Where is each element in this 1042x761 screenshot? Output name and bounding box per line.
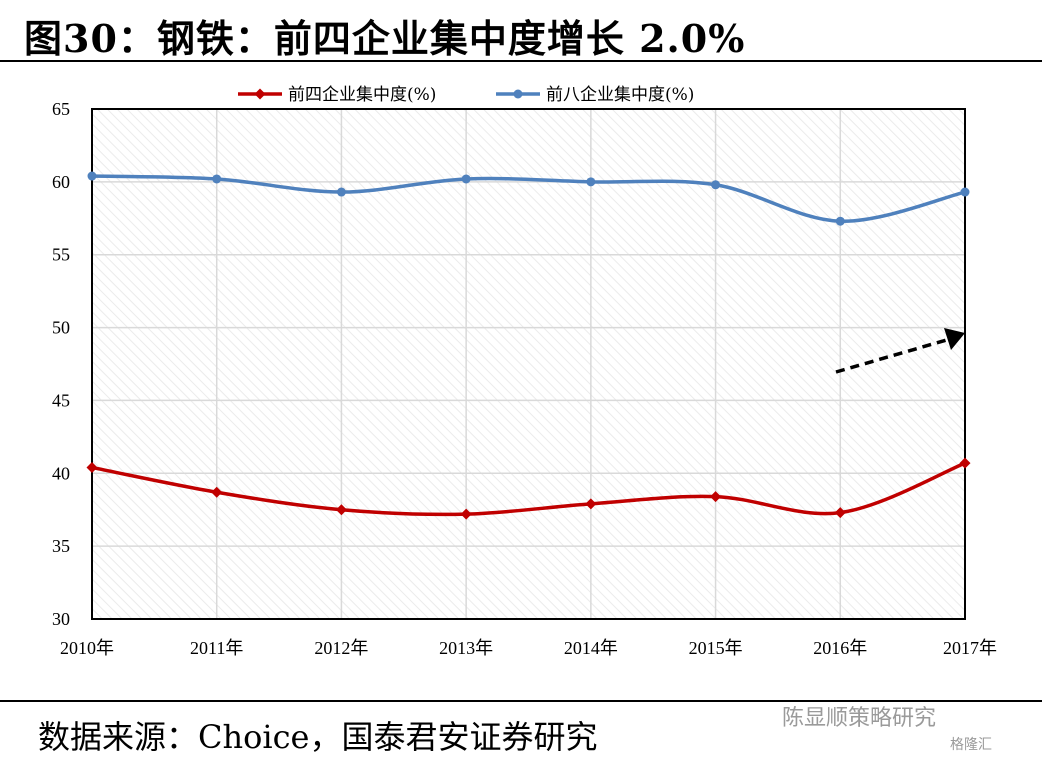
legend-marker-0 xyxy=(254,88,266,100)
trend-arrow-annotation xyxy=(835,328,965,374)
y-tick-label: 30 xyxy=(52,609,70,629)
series-line-0 xyxy=(91,461,966,517)
gridlines xyxy=(91,108,966,620)
series-1-point xyxy=(586,177,596,187)
x-tick-label: 2015年 xyxy=(689,638,743,658)
series-1-point xyxy=(212,174,222,184)
series-1-point xyxy=(835,216,845,226)
y-tick-label: 60 xyxy=(52,172,70,192)
x-tick-label: 2011年 xyxy=(190,638,243,658)
series-1-point xyxy=(87,171,97,181)
y-tick-label: 55 xyxy=(52,245,70,265)
series-0-point xyxy=(710,491,722,503)
legend-label-1: 前八企业集中度(%) xyxy=(546,85,694,105)
series-1-point xyxy=(336,187,346,197)
series-0-point xyxy=(211,486,223,498)
legend: 前四企业集中度(%) 前八企业集中度(%) xyxy=(238,85,694,105)
watermark: 陈显顺策略研究 xyxy=(782,706,937,731)
plot-border xyxy=(91,108,966,620)
series-0-point xyxy=(460,508,472,520)
y-tick-label: 35 xyxy=(52,536,70,556)
x-tick-label: 2017年 xyxy=(943,638,997,658)
series-1-point xyxy=(960,187,970,197)
y-tick-label: 65 xyxy=(52,99,70,119)
plot-area xyxy=(92,109,965,619)
footer-divider xyxy=(0,700,1042,702)
x-tick-label: 2010年 xyxy=(60,638,114,658)
x-tick-label: 2016年 xyxy=(813,638,867,658)
trend-arrow-head xyxy=(944,328,965,350)
x-tick-label: 2013年 xyxy=(439,638,493,658)
x-axis-ticks: 2010年 2011年 2012年 2013年 2014年 2015年 2016年 2017年 xyxy=(60,638,997,658)
series-0-point xyxy=(585,498,597,510)
y-tick-label: 45 xyxy=(52,390,70,410)
series-0-point xyxy=(86,461,98,473)
series-1-point xyxy=(461,174,471,184)
series-line-1 xyxy=(91,174,966,223)
series-1-point xyxy=(711,180,721,190)
source-note: 数据来源：Choice，国泰君安证券研究 xyxy=(38,718,598,756)
y-tick-label: 40 xyxy=(52,463,70,483)
plot-hatch xyxy=(92,109,965,619)
series-layer xyxy=(86,171,971,520)
chart-title: 图30：钢铁：前四企业集中度增长 2.0% xyxy=(24,16,746,61)
x-tick-label: 2012年 xyxy=(314,638,368,658)
series-0-point xyxy=(834,507,846,519)
x-tick-label: 2014年 xyxy=(564,638,618,658)
trend-arrow-shaft xyxy=(835,337,951,374)
y-tick-label: 50 xyxy=(52,318,70,338)
legend-label-0: 前四企业集中度(%) xyxy=(288,85,436,105)
y-axis-ticks: 30 35 40 45 50 55 60 65 xyxy=(52,99,70,629)
title-divider xyxy=(0,60,1042,62)
series-0-point xyxy=(959,457,971,469)
series-0-point xyxy=(335,504,347,516)
watermark-logo: 格隆汇 xyxy=(950,737,992,753)
legend-marker-1 xyxy=(513,89,523,99)
